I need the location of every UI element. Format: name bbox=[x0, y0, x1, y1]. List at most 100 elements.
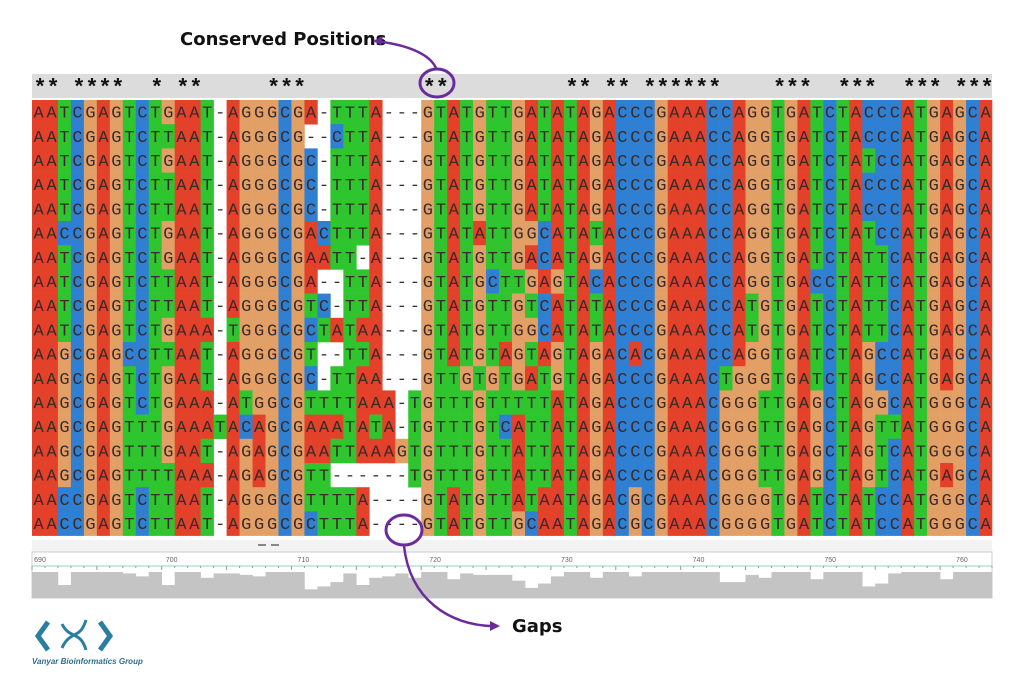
cell bbox=[979, 414, 993, 440]
cell bbox=[719, 269, 733, 294]
cell bbox=[226, 293, 240, 319]
cell bbox=[369, 390, 383, 415]
cell bbox=[966, 269, 980, 294]
cell bbox=[447, 196, 461, 222]
cell bbox=[745, 172, 759, 198]
cell bbox=[512, 487, 526, 512]
cell bbox=[615, 390, 630, 415]
cell bbox=[421, 124, 435, 149]
cell bbox=[524, 196, 539, 222]
cell bbox=[499, 317, 513, 343]
cell bbox=[109, 438, 124, 464]
cell bbox=[265, 293, 279, 319]
cell bbox=[797, 124, 811, 149]
cell bbox=[473, 100, 487, 125]
consensus-bar bbox=[499, 574, 513, 598]
cell bbox=[434, 342, 448, 367]
cell bbox=[239, 511, 253, 536]
cell bbox=[550, 342, 565, 367]
cell bbox=[537, 390, 552, 415]
cell bbox=[265, 487, 279, 512]
cell bbox=[953, 390, 967, 415]
logo-text: Vanyar Bioinformatics Group bbox=[32, 657, 143, 666]
cell bbox=[512, 366, 526, 391]
cell bbox=[654, 342, 668, 367]
cell bbox=[161, 317, 176, 343]
highlight-circle bbox=[384, 513, 424, 547]
cell bbox=[654, 317, 668, 343]
cell bbox=[499, 269, 513, 294]
cell bbox=[161, 342, 176, 367]
cell bbox=[356, 124, 370, 149]
cell bbox=[836, 390, 850, 415]
cell bbox=[200, 172, 214, 198]
cell bbox=[797, 463, 811, 488]
cell bbox=[537, 245, 552, 270]
cell bbox=[615, 100, 630, 125]
cell bbox=[200, 148, 214, 173]
cell bbox=[680, 124, 694, 149]
cell bbox=[654, 269, 668, 294]
cell bbox=[486, 463, 500, 488]
cell bbox=[849, 245, 863, 270]
cell bbox=[810, 124, 824, 149]
cell bbox=[576, 511, 591, 536]
cell bbox=[940, 317, 954, 343]
cell bbox=[914, 245, 928, 270]
cell bbox=[44, 148, 59, 173]
cell bbox=[576, 269, 591, 294]
cell bbox=[745, 511, 759, 536]
cell bbox=[862, 293, 876, 319]
cell bbox=[797, 317, 811, 343]
cell bbox=[693, 221, 707, 246]
ruler: 690 700 710 720 730 740 750 760 bbox=[31, 557, 993, 570]
cell bbox=[537, 342, 552, 367]
cell bbox=[667, 390, 681, 415]
cell bbox=[252, 172, 266, 198]
cell bbox=[953, 293, 967, 319]
cell bbox=[797, 269, 811, 294]
cell bbox=[706, 172, 720, 198]
cell bbox=[499, 172, 513, 198]
cell bbox=[460, 245, 474, 270]
cell bbox=[888, 511, 902, 536]
cell bbox=[862, 414, 876, 440]
cell bbox=[252, 390, 266, 415]
cell bbox=[810, 463, 824, 488]
consensus-bar bbox=[200, 577, 214, 598]
cell bbox=[875, 487, 889, 512]
cell bbox=[745, 124, 759, 149]
cell bbox=[797, 390, 811, 415]
cell bbox=[239, 100, 253, 125]
cell bbox=[862, 124, 876, 149]
cell bbox=[148, 487, 163, 512]
cell bbox=[486, 269, 500, 294]
cell bbox=[719, 293, 733, 319]
cell bbox=[252, 463, 266, 488]
cell bbox=[70, 342, 85, 367]
cell bbox=[174, 100, 188, 125]
consensus-bar bbox=[966, 572, 980, 598]
cell bbox=[706, 293, 720, 319]
cell bbox=[927, 511, 941, 536]
cell bbox=[810, 196, 824, 222]
cell bbox=[680, 245, 694, 270]
cell bbox=[187, 221, 201, 246]
cell bbox=[927, 172, 941, 198]
cell bbox=[57, 148, 72, 173]
cell bbox=[356, 293, 370, 319]
cell bbox=[628, 317, 643, 343]
cell bbox=[524, 342, 539, 367]
cell bbox=[602, 293, 617, 319]
cell bbox=[252, 196, 266, 222]
cell bbox=[408, 438, 422, 464]
cell bbox=[44, 245, 59, 270]
cell bbox=[161, 511, 176, 536]
cell bbox=[96, 414, 111, 440]
cell bbox=[732, 293, 746, 319]
cell bbox=[330, 196, 344, 222]
cell bbox=[70, 172, 85, 198]
cell bbox=[356, 221, 370, 246]
cell bbox=[32, 245, 46, 270]
cell bbox=[966, 172, 980, 198]
